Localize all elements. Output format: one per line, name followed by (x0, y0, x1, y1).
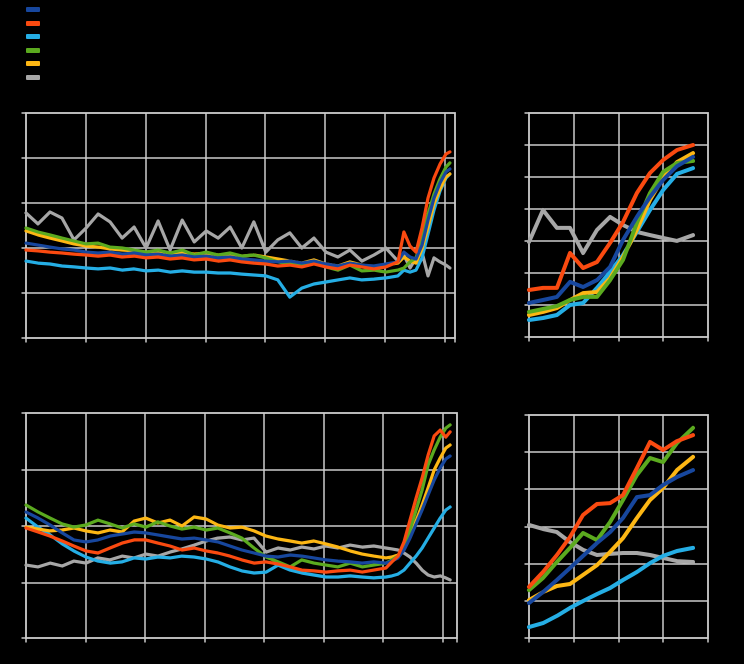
series-gray-line (24, 535, 452, 582)
series-green-line (24, 423, 452, 569)
legend-item-gray (26, 74, 40, 80)
series-green-line (24, 161, 452, 274)
legend (26, 7, 40, 80)
legend-item-amber (26, 61, 40, 66)
series-navy-line (24, 167, 452, 268)
series-orange-red-line (527, 143, 695, 292)
legend-swatch-amber (26, 61, 40, 66)
legend-item-navy (26, 7, 40, 12)
series-green-line (527, 425, 695, 593)
line-chart-bottom-right-zoom (524, 414, 709, 643)
line-chart-bottom-left (21, 412, 458, 643)
series-light-blue-line (527, 166, 695, 322)
legend-swatch-gray (26, 74, 40, 80)
series-navy-line (24, 454, 452, 565)
series-orange-red-line (527, 433, 695, 589)
series-light-blue-line (24, 505, 452, 580)
plot-border (528, 112, 709, 338)
series-green-line (527, 158, 695, 314)
series-orange-red-line (24, 428, 452, 574)
series-navy-line (527, 154, 695, 305)
line-chart-top-right-zoom (524, 112, 709, 342)
plot-border (25, 112, 456, 339)
series-gray-line (24, 210, 452, 278)
legend-item-green (26, 47, 40, 53)
legend-item-orange-red (26, 20, 40, 26)
legend-swatch-green (26, 47, 40, 53)
series-light-blue-line (24, 172, 452, 299)
series-navy-line (527, 468, 695, 605)
series-amber-line (527, 454, 695, 603)
series-orange-red-line (24, 150, 452, 271)
legend-swatch-light-blue (26, 34, 40, 39)
legend-swatch-navy (26, 7, 40, 12)
line-chart-top-left (21, 112, 456, 343)
series-gray-line (527, 208, 695, 255)
legend-item-light-blue (26, 34, 40, 39)
legend-swatch-orange-red (26, 20, 40, 26)
series-light-blue-line (527, 545, 695, 630)
